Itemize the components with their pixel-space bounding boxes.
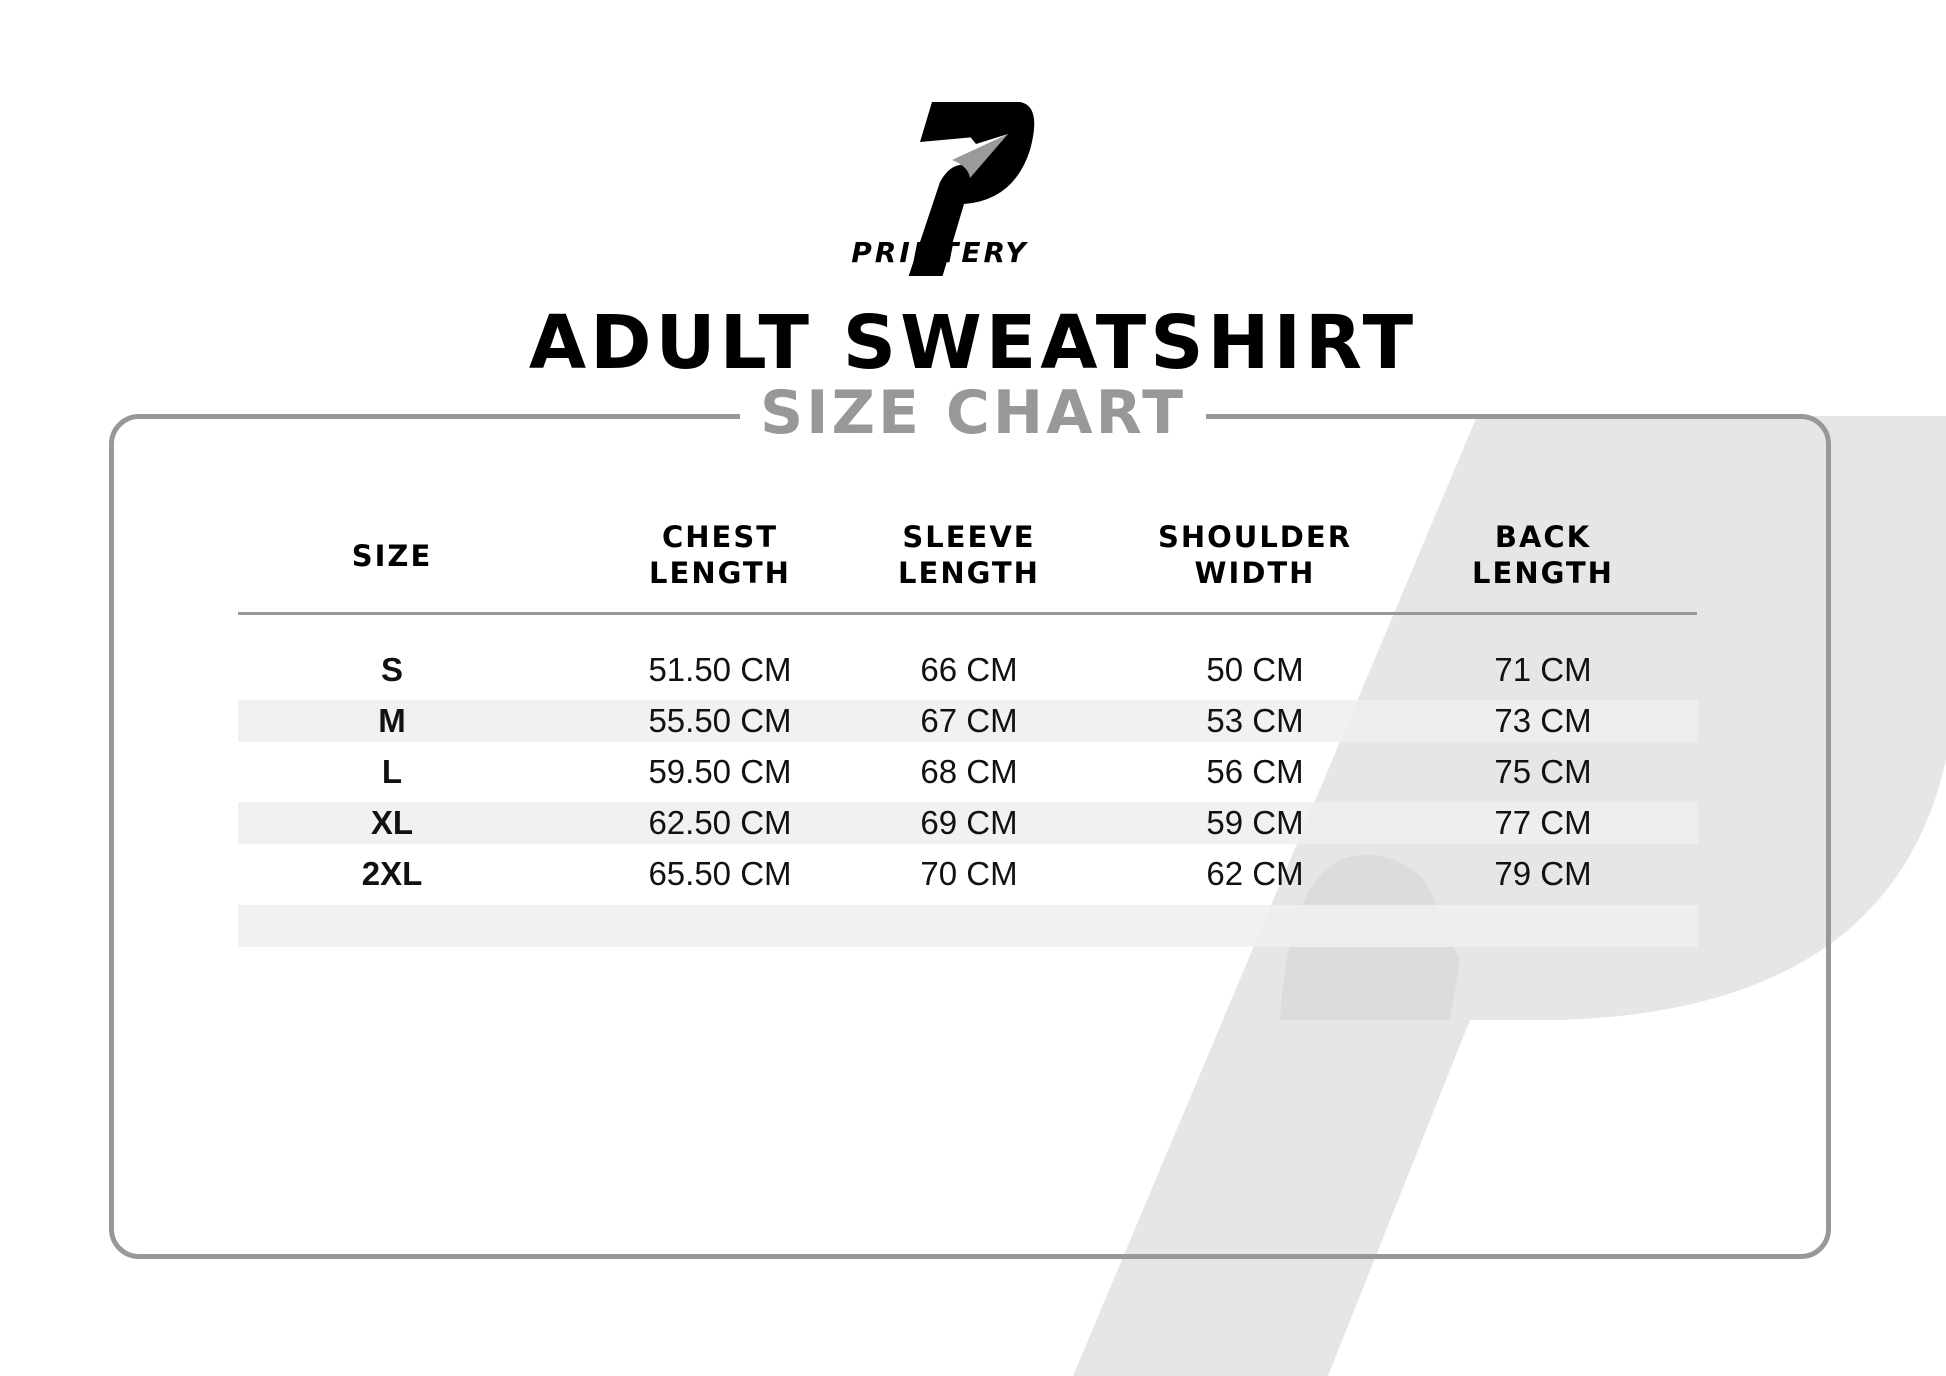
measurement-cell: 51.50 CM — [648, 651, 792, 688]
size-label: M — [378, 702, 406, 739]
column-header: CHEST LENGTH — [590, 519, 850, 591]
measurement-cell: 70 CM — [920, 855, 1018, 892]
measurement-cell: 67 CM — [920, 702, 1018, 739]
column-header-line: BACK — [1494, 520, 1592, 554]
column-header-line: LENGTH — [898, 556, 1040, 590]
measurement-cell: 73 CM — [1494, 702, 1592, 739]
size-label: 2XL — [361, 855, 423, 892]
measurement-cell: 71 CM — [1494, 651, 1592, 688]
measurement-cell: 66 CM — [920, 651, 1018, 688]
measurement-cell: 50 CM — [1206, 651, 1304, 688]
page-title: ADULT SWEATSHIRT — [528, 300, 1418, 386]
measurement-cell: 59.50 CM — [648, 753, 792, 790]
measurement-cell: 62 CM — [1206, 855, 1304, 892]
column-header: SIZE — [262, 538, 522, 574]
brand-name: PRINTERY — [851, 236, 1029, 269]
column-header-line: SHOULDER — [1157, 520, 1353, 554]
column-header: SLEEVE LENGTH — [839, 519, 1099, 591]
column-header-line: LENGTH — [649, 556, 791, 590]
size-label: XL — [370, 804, 414, 841]
measurement-cell: 56 CM — [1206, 753, 1304, 790]
header-divider — [238, 612, 1697, 615]
measurement-cell: 62.50 CM — [648, 804, 792, 841]
column-header-line: CHEST — [661, 520, 779, 554]
measurement-cell: 53 CM — [1206, 702, 1304, 739]
column-header: SHOULDER WIDTH — [1125, 519, 1385, 591]
size-label: L — [381, 753, 403, 790]
measurement-cell: 79 CM — [1494, 855, 1592, 892]
measurement-cell: 59 CM — [1206, 804, 1304, 841]
column-header-line: SIZE — [351, 539, 433, 573]
measurement-cell: 55.50 CM — [648, 702, 792, 739]
row-stripe — [238, 802, 1698, 844]
row-stripe — [238, 700, 1698, 742]
subtitle-wrap: SIZE CHART — [0, 378, 1946, 448]
column-header-line: WIDTH — [1194, 556, 1316, 590]
subtitle: SIZE CHART — [739, 378, 1207, 448]
column-header-line: SLEEVE — [902, 520, 1036, 554]
row-stripe — [238, 905, 1698, 947]
size-label: S — [380, 651, 403, 688]
printery-logo-icon — [908, 102, 1035, 276]
column-header: BACK LENGTH — [1413, 519, 1673, 591]
measurement-cell: 69 CM — [920, 804, 1018, 841]
column-header-line: LENGTH — [1472, 556, 1614, 590]
measurement-cell: 65.50 CM — [648, 855, 792, 892]
measurement-cell: 75 CM — [1494, 753, 1592, 790]
measurement-cell: 68 CM — [920, 753, 1018, 790]
measurement-cell: 77 CM — [1494, 804, 1592, 841]
